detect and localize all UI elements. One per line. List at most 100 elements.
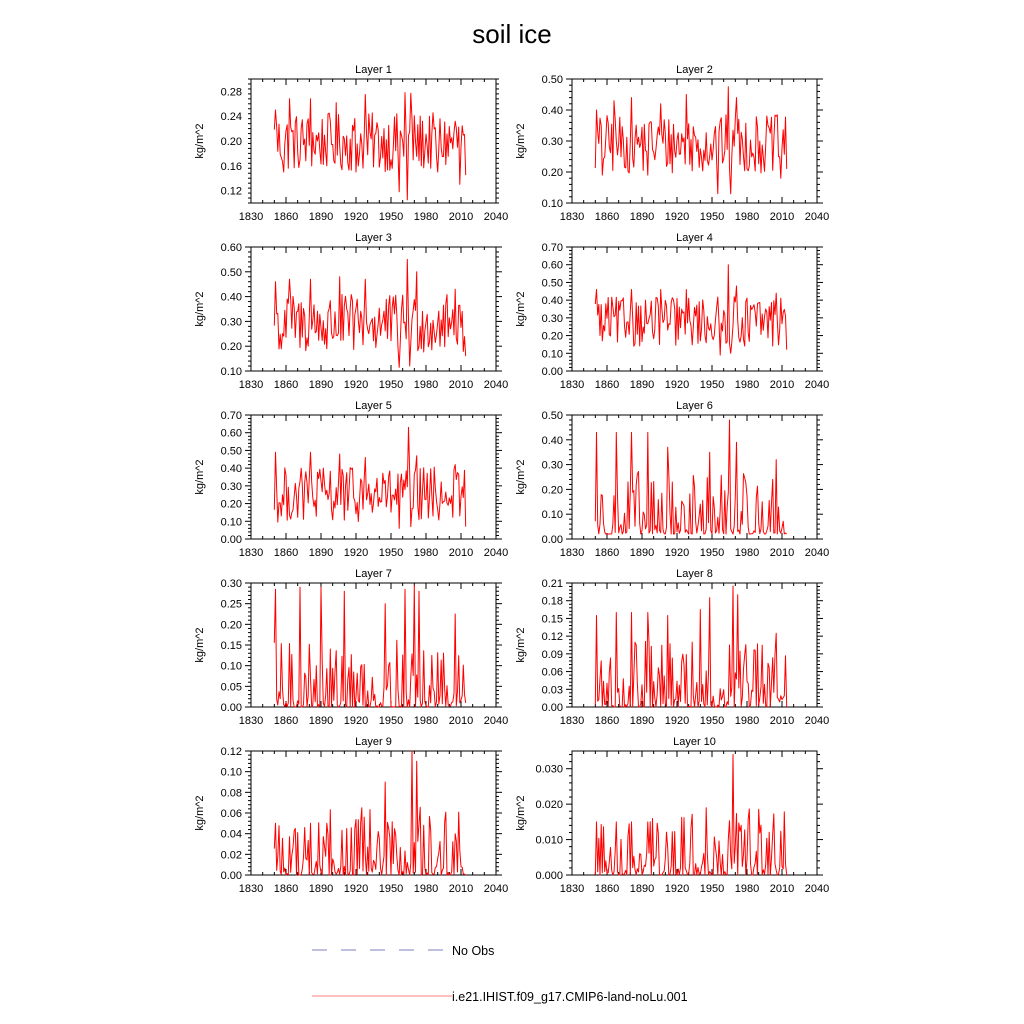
panel-layer-1: Layer 1 1830 1860 1890 1920 1950 1980 2010 2040 0… — [194, 64, 508, 223]
panel-title: Layer 4 — [676, 232, 713, 244]
x-tick-label: 1920 — [344, 883, 368, 895]
y-tick-label: 0.04 — [221, 829, 242, 841]
x-tick-label: 1860 — [595, 715, 619, 727]
x-tick-label: 2010 — [449, 547, 473, 559]
y-tick-label: 0.05 — [221, 681, 242, 693]
x-tick-label: 2010 — [770, 211, 794, 223]
x-tick-label: 1980 — [414, 883, 438, 895]
series-line — [594, 585, 788, 708]
y-tick-label: 0.50 — [221, 445, 242, 457]
panel-title: Layer 5 — [355, 400, 392, 412]
x-tick-label: 1860 — [274, 547, 298, 559]
x-tick-label: 1980 — [414, 379, 438, 391]
y-tick-label: 0.00 — [221, 702, 242, 714]
panel-title: Layer 9 — [355, 736, 392, 748]
panel-title: Layer 10 — [673, 736, 716, 748]
x-tick-label: 2040 — [484, 547, 508, 559]
x-tick-label: 1950 — [379, 379, 403, 391]
x-tick-label: 2010 — [449, 715, 473, 727]
y-tick-label: 0.10 — [542, 198, 563, 210]
x-tick-label: 1920 — [344, 379, 368, 391]
x-tick-label: 2010 — [770, 547, 794, 559]
y-tick-label: 0.03 — [542, 684, 563, 696]
figure-title: soil ice — [472, 19, 551, 49]
y-axis-label: kg/m^2 — [515, 795, 527, 830]
y-tick-label: 0.60 — [542, 260, 563, 272]
panel-layer-2: Layer 2 1830 1860 1890 1920 1950 1980 2010 2040 0… — [515, 64, 829, 223]
x-tick-label: 2010 — [449, 883, 473, 895]
x-tick-label: 1830 — [560, 379, 584, 391]
x-tick-label: 1830 — [560, 883, 584, 895]
x-tick-label: 1830 — [239, 379, 263, 391]
y-tick-label: 0.70 — [221, 410, 242, 422]
plot-frame — [571, 414, 818, 540]
x-tick-label: 1950 — [379, 883, 403, 895]
x-tick-label: 1890 — [630, 883, 654, 895]
y-tick-label: 0.30 — [542, 136, 563, 148]
x-tick-label: 1920 — [665, 211, 689, 223]
y-tick-label: 0.12 — [221, 746, 242, 758]
legend-run-label: i.e21.IHIST.f09_g17.CMIP6-land-noLu.001 — [452, 990, 688, 1004]
x-tick-label: 1950 — [379, 211, 403, 223]
x-tick-label: 1860 — [274, 211, 298, 223]
y-tick-label: 0.00 — [542, 366, 563, 378]
x-tick-label: 1980 — [735, 715, 759, 727]
x-tick-label: 2040 — [484, 883, 508, 895]
y-axis-label: kg/m^2 — [194, 291, 206, 326]
y-axis-label: kg/m^2 — [194, 123, 206, 158]
y-tick-label: 0.20 — [221, 136, 242, 148]
x-tick-label: 1890 — [630, 547, 654, 559]
x-tick-label: 1890 — [630, 715, 654, 727]
y-axis-label: kg/m^2 — [194, 795, 206, 830]
x-tick-label: 1890 — [309, 379, 333, 391]
x-tick-label: 1980 — [414, 211, 438, 223]
y-tick-label: 0.50 — [542, 410, 563, 422]
y-tick-label: 0.010 — [535, 835, 563, 847]
y-tick-label: 0.40 — [542, 105, 563, 117]
x-tick-label: 1890 — [309, 547, 333, 559]
x-tick-label: 2040 — [805, 883, 829, 895]
x-tick-label: 2040 — [484, 211, 508, 223]
x-tick-label: 1920 — [344, 547, 368, 559]
y-tick-label: 0.60 — [221, 428, 242, 440]
y-tick-label: 0.24 — [221, 111, 242, 123]
x-tick-label: 1830 — [239, 211, 263, 223]
y-axis-label: kg/m^2 — [515, 291, 527, 326]
x-tick-label: 2040 — [805, 211, 829, 223]
plot-frame — [250, 414, 497, 540]
y-axis-label: kg/m^2 — [194, 459, 206, 494]
y-tick-label: 0.000 — [535, 870, 563, 882]
x-tick-label: 1950 — [700, 379, 724, 391]
series-line — [273, 258, 467, 368]
y-tick-label: 0.00 — [221, 870, 242, 882]
panel-title: Layer 3 — [355, 232, 392, 244]
y-axis-label: kg/m^2 — [515, 123, 527, 158]
panel-title: Layer 1 — [355, 64, 392, 76]
y-tick-label: 0.20 — [221, 341, 242, 353]
x-tick-label: 1920 — [344, 211, 368, 223]
y-axis-label: kg/m^2 — [515, 627, 527, 662]
x-tick-label: 1980 — [414, 547, 438, 559]
y-tick-label: 0.06 — [542, 667, 563, 679]
y-tick-label: 0.50 — [542, 74, 563, 86]
series-line — [594, 754, 788, 876]
panels: Layer 1 1830 1860 1890 1920 1950 1980 2010 2040 0… — [194, 64, 829, 895]
x-tick-label: 1980 — [735, 211, 759, 223]
panel-title: Layer 7 — [355, 568, 392, 580]
y-tick-label: 0.70 — [542, 242, 563, 254]
x-tick-label: 1950 — [700, 715, 724, 727]
y-tick-label: 0.40 — [221, 292, 242, 304]
panel-layer-5: Layer 5 1830 1860 1890 1920 1950 1980 2010 2040 0… — [194, 400, 508, 559]
y-tick-label: 0.40 — [542, 435, 563, 447]
x-tick-label: 2010 — [770, 883, 794, 895]
panel-title: Layer 8 — [676, 568, 713, 580]
y-tick-label: 0.50 — [221, 267, 242, 279]
x-tick-label: 2040 — [484, 715, 508, 727]
y-tick-label: 0.00 — [542, 534, 563, 546]
y-tick-label: 0.30 — [542, 460, 563, 472]
x-tick-label: 1890 — [630, 379, 654, 391]
series-line — [594, 86, 788, 195]
series-line — [273, 584, 467, 708]
panel-layer-6: Layer 6 1830 1860 1890 1920 1950 1980 2010 2040 0… — [515, 400, 829, 559]
